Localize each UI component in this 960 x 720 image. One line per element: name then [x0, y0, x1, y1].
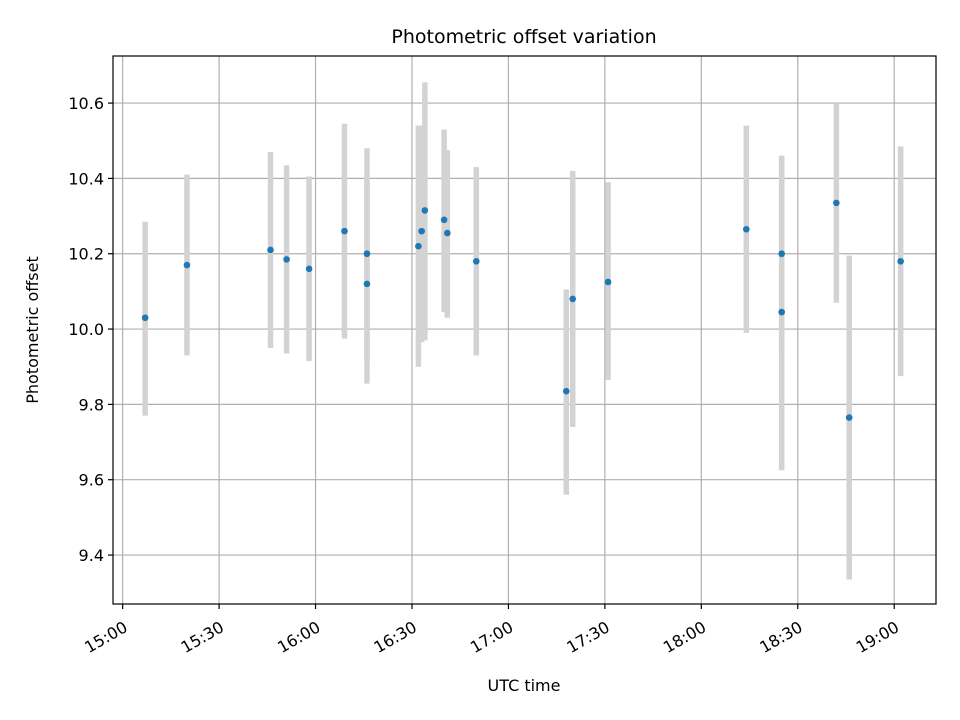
data-point: [833, 199, 840, 207]
x-axis-ticks: 15:00 15:30 16:00 16:30 17:00 17:30 18:00 18:30…: [81, 604, 902, 657]
data-point: [141, 314, 149, 322]
y-axis-label: Photometric offset: [23, 256, 42, 404]
data-point: [778, 308, 785, 316]
x-tick-label: 15:30: [178, 617, 227, 657]
grid: [113, 56, 936, 604]
y-tick-label: 9.4: [79, 546, 104, 565]
data-point: [778, 250, 785, 258]
data-point: [283, 256, 290, 263]
data-point: [472, 257, 480, 265]
y-tick-label: 10.4: [68, 169, 104, 188]
data-point: [415, 242, 422, 250]
x-tick-label: 16:00: [274, 617, 323, 657]
data-point: [897, 257, 904, 265]
data-point: [363, 250, 371, 258]
data-point: [305, 265, 313, 273]
y-tick-label: 10.2: [68, 245, 104, 264]
data-point: [363, 280, 371, 288]
y-tick-label: 10.0: [68, 320, 104, 339]
data-point: [267, 246, 274, 254]
chart-title: Photometric offset variation: [391, 26, 656, 48]
data-point: [183, 261, 191, 269]
x-tick-label: 18:00: [660, 617, 709, 657]
data-point: [421, 207, 429, 214]
y-axis-ticks: 9.4 9.6 9.8 10.0 10.2 10.4 10.6: [68, 94, 113, 565]
x-tick-label: 19:00: [853, 617, 902, 657]
data-points: [141, 199, 904, 421]
data-point: [569, 295, 577, 303]
x-tick-label: 18:30: [756, 617, 805, 657]
data-point: [418, 227, 425, 235]
data-point: [604, 278, 612, 286]
data-point: [562, 387, 570, 395]
data-point: [440, 216, 448, 224]
error-bars: [142, 82, 904, 580]
x-tick-label: 16:30: [371, 617, 420, 657]
x-tick-label: 17:30: [563, 617, 612, 657]
x-tick-label: 17:00: [467, 617, 516, 657]
data-point: [341, 227, 348, 235]
x-axis-label: UTC time: [488, 676, 561, 695]
data-point: [743, 225, 750, 233]
data-point: [444, 229, 451, 237]
y-tick-label: 9.8: [79, 395, 104, 414]
x-tick-label: 15:00: [81, 617, 130, 657]
y-tick-label: 10.6: [68, 94, 104, 113]
y-tick-label: 9.6: [79, 471, 104, 490]
plot-frame: [112, 55, 937, 605]
data-point: [845, 414, 853, 421]
